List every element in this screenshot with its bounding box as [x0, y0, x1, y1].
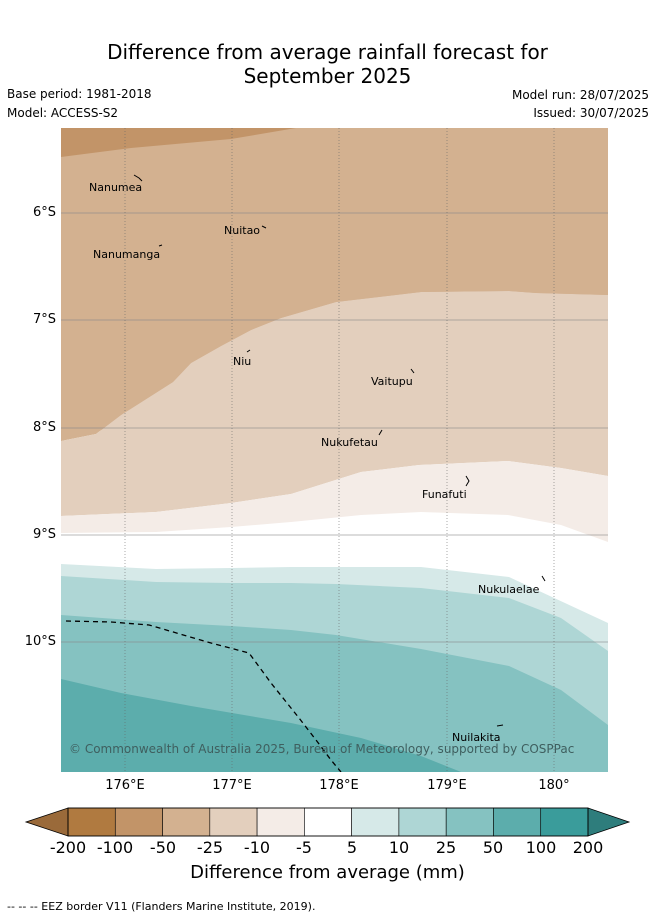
colorbar-tick: -100	[96, 838, 134, 857]
island-label: Funafuti	[422, 488, 467, 501]
model-run: Model run: 28/07/2025	[511, 88, 649, 102]
colorbar-tick: -50	[149, 838, 177, 857]
latitude-label: 10°S	[24, 634, 56, 649]
colorbar-title: Difference from average (mm)	[190, 862, 465, 883]
issued-date: Issued: 30/07/2025	[533, 106, 649, 120]
title-line-2: September 2025	[243, 64, 412, 88]
colorbar-cell	[209, 807, 258, 837]
colorbar-cell	[304, 807, 352, 837]
colorbar-cell	[445, 807, 494, 837]
colorbar-tick: -25	[196, 838, 224, 857]
island-label: Niu	[233, 355, 252, 368]
latitude-label: 9°S	[32, 527, 56, 542]
colorbar-cell	[114, 807, 163, 837]
island-label: Nukufetau	[321, 436, 378, 449]
eez-border	[65, 620, 342, 772]
colorbar-tick: -200	[49, 838, 87, 857]
band-minus-25	[61, 128, 608, 441]
colorbar-cell	[67, 807, 116, 837]
colorbar-cell	[540, 807, 589, 837]
island-outlines	[133, 174, 546, 727]
colorbar-cell	[256, 807, 305, 837]
band-minus-10	[61, 291, 608, 516]
latitude-label: 6°S	[32, 205, 56, 220]
map-title: Difference from average rainfall forecas…	[0, 40, 655, 88]
colorbar-tick: -5	[296, 838, 312, 857]
latitude-label: 8°S	[32, 420, 56, 435]
eez-legend: -- -- -- EEZ border V11 (Flanders Marine…	[7, 900, 316, 913]
longitude-label: 178°E	[319, 778, 359, 793]
colorbar-tick: 5	[346, 838, 358, 857]
latitude-gridlines	[61, 212, 608, 643]
copyright-notice: © Commonwealth of Australia 2025, Bureau…	[69, 742, 575, 756]
colorbar-cell	[493, 807, 542, 837]
colorbar-cell	[398, 807, 447, 837]
colorbar-frame	[67, 807, 589, 837]
colorbar	[24, 807, 631, 837]
island-label: Nuitao	[224, 224, 261, 237]
longitude-label: 179°E	[427, 778, 467, 793]
band-minus-5	[61, 461, 608, 542]
island-label: Nanumea	[89, 181, 143, 194]
island-label: Nukulaelae	[478, 583, 540, 596]
longitude-label: 177°E	[212, 778, 252, 793]
latitude-label: 7°S	[32, 312, 56, 327]
rainfall-map	[61, 128, 608, 772]
band-plus-100	[61, 679, 461, 772]
longitude-label: 176°E	[105, 778, 145, 793]
title-line-1: Difference from average rainfall forecas…	[107, 40, 548, 64]
colorbar-cell	[162, 807, 211, 837]
island-label: Vaitupu	[371, 375, 413, 388]
colorbar-cell	[351, 807, 400, 837]
colorbar-tick: 50	[482, 838, 504, 857]
colorbar-tick: 100	[525, 838, 557, 857]
model-name: Model: ACCESS-S2	[7, 106, 119, 120]
colorbar-left-arrow	[24, 807, 69, 837]
colorbar-right-arrow	[587, 807, 631, 837]
base-period: Base period: 1981-2018	[7, 87, 152, 101]
island-label: Nuilakita	[452, 731, 501, 744]
colorbar-tick: 25	[435, 838, 457, 857]
colorbar-tick: 10	[388, 838, 410, 857]
island-label: Nanumanga	[93, 248, 161, 261]
colorbar-tick: -10	[243, 838, 271, 857]
longitude-gridlines	[124, 128, 555, 772]
longitude-label: 180°	[538, 778, 570, 793]
colorbar-tick: 200	[572, 838, 604, 857]
